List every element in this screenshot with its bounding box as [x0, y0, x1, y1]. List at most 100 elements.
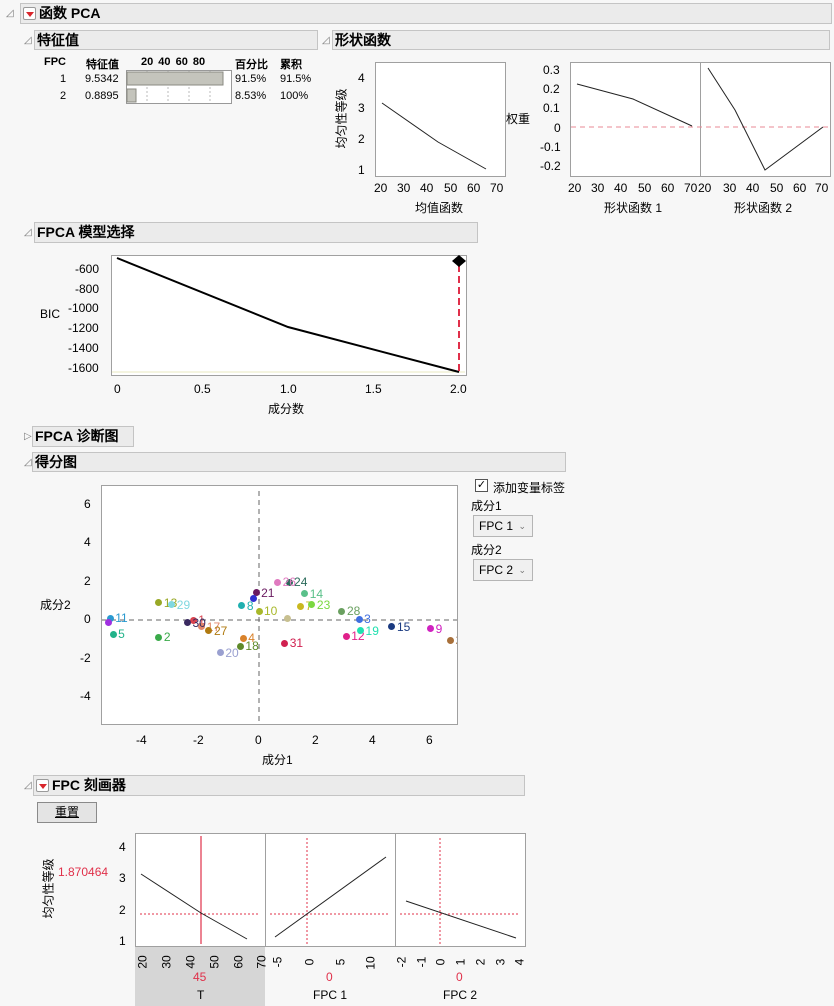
profiler-title: FPC 刻画器: [52, 777, 126, 793]
chevron-down-icon: ⌄: [518, 521, 526, 531]
score-point[interactable]: [274, 578, 282, 586]
x-tick: 0: [302, 958, 317, 966]
y-tick: -1400: [68, 341, 99, 355]
score-scatter-plot[interactable]: 1234578910111213141517181920212223242627…: [101, 485, 458, 725]
x-tick: 40: [420, 181, 434, 195]
score-point[interactable]: [184, 619, 191, 627]
score-point[interactable]: [155, 633, 163, 641]
x-tick: 70: [815, 181, 829, 195]
diagnostics-header[interactable]: FPCA 诊断图: [32, 426, 134, 447]
component1-dropdown[interactable]: FPC 1 ⌄: [473, 515, 533, 537]
score-point[interactable]: [168, 601, 176, 609]
score-point[interactable]: [238, 602, 246, 610]
y-tick: -4: [80, 689, 91, 703]
collapse-report-icon[interactable]: ◿: [6, 8, 14, 19]
score-point[interactable]: [357, 627, 365, 635]
row2-percent: 8.53%: [235, 90, 267, 102]
x-tick: -2: [193, 733, 204, 747]
add-labels-checkbox[interactable]: ✓: [475, 479, 488, 492]
score-point-label: 3: [364, 612, 371, 627]
shape-function-1-xlabel: 形状函数 1: [604, 201, 663, 215]
mean-function-line: [381, 102, 487, 170]
x-tick: 4: [512, 958, 527, 966]
score-point[interactable]: [216, 649, 224, 657]
score-point-label: 8: [246, 598, 254, 613]
score-point-label: 10: [264, 604, 278, 619]
profiler-fpc1-value[interactable]: 0: [326, 970, 333, 984]
component1-label: 成分1: [471, 499, 502, 513]
score-point[interactable]: [296, 602, 304, 610]
x-tick: 20: [135, 955, 150, 969]
score-point[interactable]: [249, 595, 257, 603]
score-point[interactable]: [255, 607, 263, 615]
eigenvalues-title: 特征值: [37, 31, 79, 48]
score-point-label: 2: [163, 630, 171, 645]
reset-button[interactable]: 重置: [37, 802, 97, 823]
chevron-down-icon: ⌄: [518, 565, 526, 575]
score-point[interactable]: [281, 639, 289, 647]
collapse-model-selection-icon[interactable]: ◿: [24, 227, 32, 238]
score-point[interactable]: [284, 614, 292, 622]
score-point[interactable]: [106, 614, 114, 622]
collapse-shape-functions-icon[interactable]: ◿: [322, 35, 330, 46]
score-point[interactable]: [338, 607, 346, 615]
y-tick: 6: [84, 497, 91, 511]
x-tick: 1: [453, 958, 468, 966]
score-point-label: 1: [198, 613, 205, 627]
score-point[interactable]: [155, 599, 163, 607]
collapse-score-plot-icon[interactable]: ◿: [24, 457, 32, 468]
y-tick: -1600: [68, 361, 99, 375]
expand-diagnostics-icon[interactable]: ▷: [24, 431, 32, 442]
profiler-header: FPC 刻画器: [33, 775, 525, 796]
component1-value: FPC 1: [479, 519, 514, 533]
score-reference-lines: [102, 491, 457, 724]
x-tick: 20: [568, 181, 582, 195]
x-tick: 50: [770, 181, 784, 195]
score-point[interactable]: [301, 590, 309, 598]
y-tick: -2: [80, 651, 91, 665]
score-point[interactable]: [308, 601, 316, 609]
score-point[interactable]: [105, 619, 113, 627]
score-point[interactable]: [342, 632, 350, 640]
y-tick: 3: [358, 101, 365, 115]
shape-function-1-plot: [570, 62, 701, 177]
score-point[interactable]: [447, 636, 455, 644]
profiler-current-y: 1.870464: [58, 865, 109, 879]
profiler-t-value[interactable]: 45: [193, 970, 207, 984]
score-point[interactable]: [205, 627, 213, 635]
score-point-label: 18: [245, 639, 259, 654]
score-point[interactable]: [285, 578, 293, 586]
profiler-panel-fpc2[interactable]: [395, 833, 526, 947]
row2-cumulative: 100%: [280, 90, 309, 102]
row1-percent: 91.5%: [235, 73, 267, 85]
profiler-menu-icon[interactable]: [36, 779, 49, 792]
row2-eigenvalue: 0.8895: [85, 90, 119, 102]
score-point[interactable]: [388, 623, 396, 631]
score-point[interactable]: [109, 630, 117, 638]
score-plot-title: 得分图: [35, 453, 77, 470]
score-point[interactable]: [355, 615, 363, 623]
score-point[interactable]: [239, 634, 247, 642]
shape-functions-header: 形状函数: [332, 30, 830, 50]
score-point[interactable]: [189, 616, 197, 624]
x-tick: 0: [114, 382, 121, 396]
score-point-label: 4: [248, 631, 255, 646]
x-tick: 0: [433, 958, 448, 966]
score-point[interactable]: [236, 642, 244, 650]
score-point-label: 21: [261, 585, 275, 600]
x-tick: 40: [746, 181, 760, 195]
profiler-fpc2-value[interactable]: 0: [456, 970, 463, 984]
component2-dropdown[interactable]: FPC 2 ⌄: [473, 559, 533, 581]
report-menu-icon[interactable]: [23, 7, 36, 20]
score-point[interactable]: [198, 623, 206, 631]
score-plot-header: 得分图: [32, 452, 566, 472]
collapse-profiler-icon[interactable]: ◿: [24, 780, 32, 791]
score-point-label: 20: [225, 645, 239, 660]
x-tick: 20: [698, 181, 712, 195]
collapse-eigenvalues-icon[interactable]: ◿: [24, 35, 32, 46]
score-point-label: 30: [192, 615, 206, 630]
score-point[interactable]: [252, 589, 260, 597]
model-selection-header: FPCA 模型选择: [34, 222, 478, 243]
x-tick: 40: [183, 955, 198, 969]
score-point[interactable]: [427, 625, 435, 633]
